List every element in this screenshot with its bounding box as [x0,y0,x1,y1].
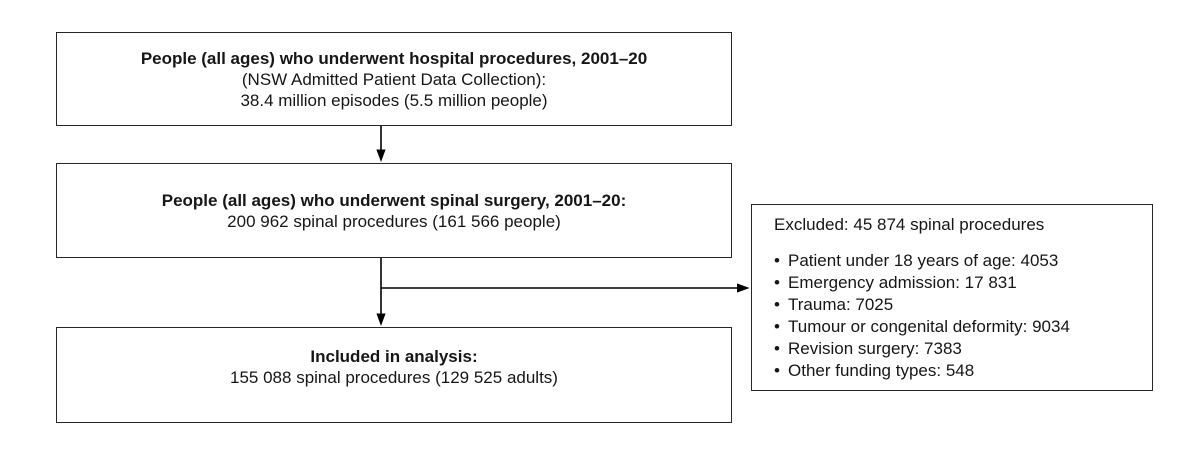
arrowhead-down-icon [376,313,386,326]
bullet-icon: • [774,361,780,380]
excluded-item: • Patient under 18 years of age: 4053 [774,250,1134,272]
bullet-icon: • [774,339,780,358]
box-subtitle: (NSW Admitted Patient Data Collection): [241,69,547,89]
bullet-icon: • [774,273,780,292]
excluded-item-text: Other funding types: 548 [788,361,975,380]
excluded-list: • Patient under 18 years of age: 4053 • … [774,250,1134,382]
excluded-item-text: Patient under 18 years of age: 4053 [788,251,1059,270]
box-title: People (all ages) who underwent hospital… [140,48,648,68]
flow-box-hospital-procedures: People (all ages) who underwent hospital… [56,32,732,126]
box-title: People (all ages) who underwent spinal s… [161,190,627,210]
flow-box-included-in-analysis: Included in analysis: 155 088 spinal pro… [56,327,732,423]
excluded-item-text: Revision surgery: 7383 [788,339,962,358]
excluded-title: Excluded: 45 874 spinal procedures [774,215,1045,234]
flow-box-excluded: Excluded: 45 874 spinal procedures • Pat… [751,204,1153,391]
box-title: Included in analysis: [310,347,478,366]
arrowhead-down-icon [376,149,386,162]
excluded-item-text: Emergency admission: 17 831 [788,273,1017,292]
excluded-item-text: Trauma: 7025 [788,295,894,314]
bullet-icon: • [774,295,780,314]
bullet-icon: • [774,251,780,270]
excluded-item-text: Tumour or congenital deformity: 9034 [788,317,1070,336]
excluded-item: • Tumour or congenital deformity: 9034 [774,316,1134,338]
bullet-icon: • [774,317,780,336]
excluded-item: • Revision surgery: 7383 [774,338,1134,360]
box-value: 38.4 million episodes (5.5 million peopl… [240,90,548,110]
excluded-item: • Emergency admission: 17 831 [774,272,1134,294]
excluded-item: • Trauma: 7025 [774,294,1134,316]
box-value: 200 962 spinal procedures (161 566 peopl… [227,211,561,231]
arrowhead-right-icon [737,283,750,293]
excluded-item: • Other funding types: 548 [774,360,1134,382]
box-value: 155 088 spinal procedures (129 525 adult… [230,368,558,387]
flow-box-spinal-surgery: People (all ages) who underwent spinal s… [56,163,732,258]
